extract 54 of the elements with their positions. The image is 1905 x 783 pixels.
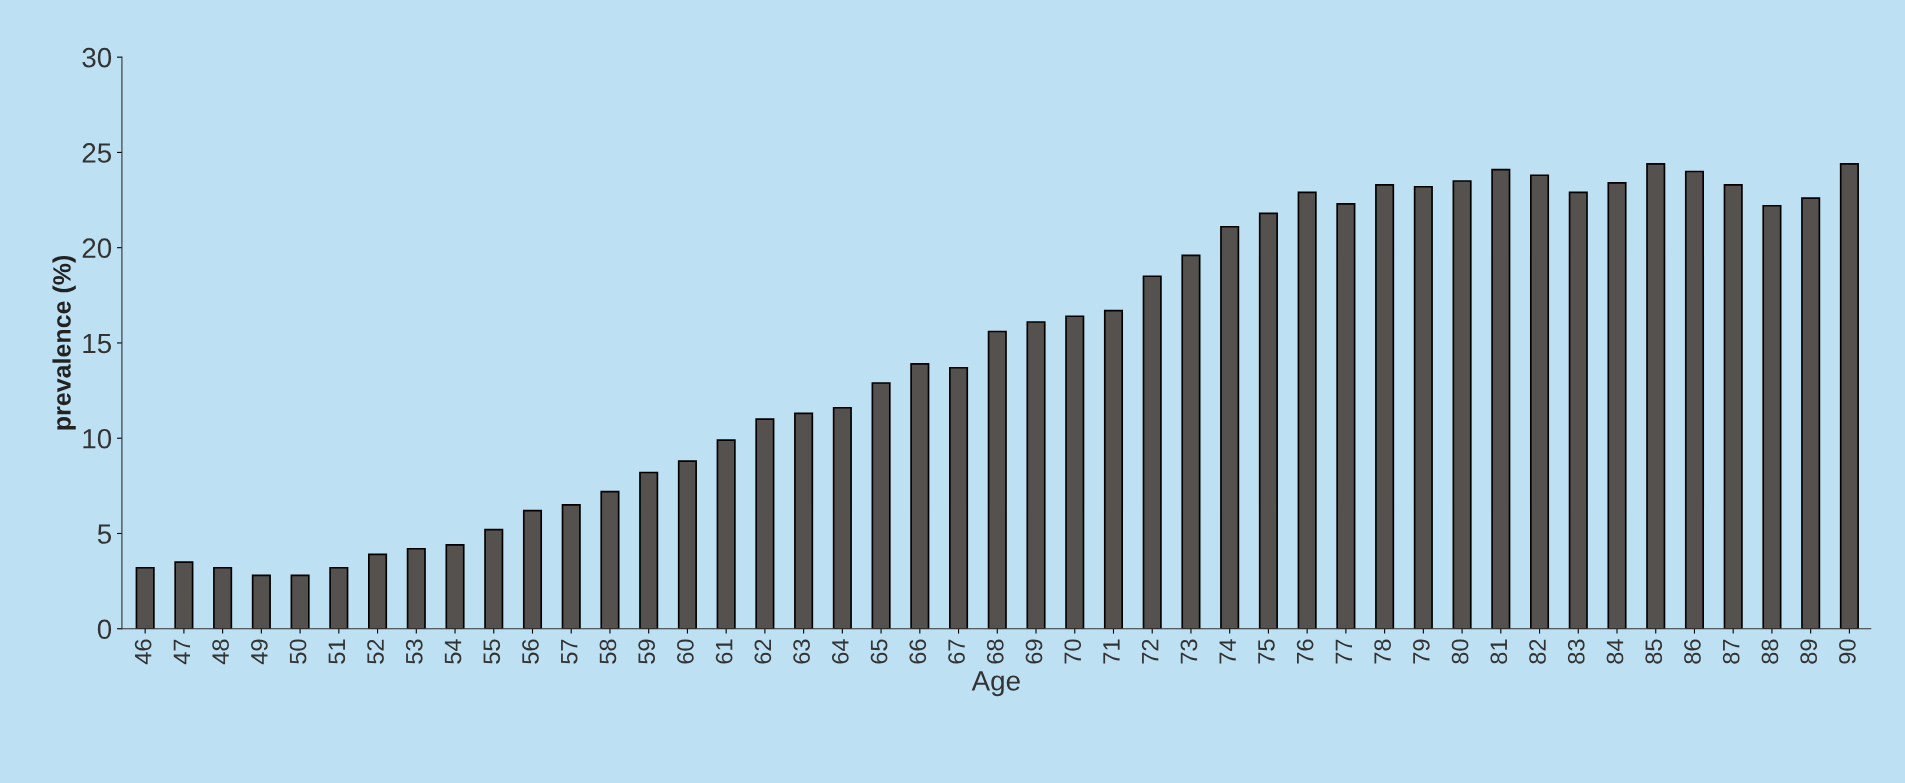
x-tick-label: 72 — [1141, 639, 1159, 664]
x-tick-label: 46 — [134, 639, 152, 665]
x-tick-label: 58 — [599, 639, 617, 664]
x-tick-label: 71 — [1103, 639, 1120, 664]
x-tick-label: 53 — [405, 639, 423, 664]
x-tick-label: 75 — [1258, 639, 1275, 664]
x-tick-label: 74 — [1219, 639, 1236, 664]
x-tick-label: 78 — [1374, 639, 1391, 664]
x-tick-label: 81 — [1490, 639, 1508, 664]
x-tick-label: 61 — [715, 639, 733, 664]
x-tick-label: 73 — [1180, 639, 1198, 664]
y-tick-label: 20 — [82, 238, 112, 259]
x-tick-label: 69 — [1025, 639, 1043, 664]
x-tick-label: 63 — [793, 639, 810, 664]
x-tick-label: 56 — [522, 639, 539, 664]
y-tick-label: 30 — [82, 47, 112, 68]
x-tick-label: 62 — [754, 639, 772, 664]
x-tick-label: 67 — [948, 639, 965, 664]
x-tick-label: 55 — [483, 639, 501, 664]
x-tick-label: 70 — [1064, 639, 1082, 664]
x-tick-label: 85 — [1645, 639, 1663, 664]
x-tick-label: 77 — [1335, 639, 1352, 664]
x-tick-label: 76 — [1296, 639, 1314, 664]
x-tick-label: 49 — [250, 639, 268, 665]
y-axis-title: prevalence (%) — [52, 255, 76, 430]
x-tick-label: 68 — [986, 639, 1004, 664]
x-tick-label: 65 — [870, 639, 888, 664]
x-tick-label: 82 — [1529, 639, 1546, 664]
x-tick-label: 48 — [212, 639, 229, 665]
x-tick-label: 86 — [1684, 639, 1701, 664]
x-axis-title: Age — [971, 671, 1020, 697]
y-tick-label: 10 — [83, 428, 112, 449]
x-tick-label: 83 — [1567, 639, 1585, 664]
x-tick-label: 60 — [677, 639, 694, 664]
x-tick-label: 52 — [367, 639, 384, 664]
x-tick-label: 87 — [1722, 639, 1740, 664]
y-tick-label: 15 — [83, 333, 112, 354]
x-tick-label: 59 — [638, 639, 656, 664]
x-tick-label: 50 — [289, 639, 307, 664]
y-tick-label: 5 — [97, 524, 112, 544]
x-tick-label: 80 — [1451, 639, 1469, 664]
x-tick-label: 88 — [1761, 639, 1779, 664]
y-tick-label: 25 — [82, 143, 112, 163]
x-tick-label: 54 — [444, 639, 462, 664]
x-tick-label: 57 — [561, 639, 578, 664]
x-tick-label: 89 — [1800, 639, 1818, 664]
x-tick-label: 51 — [328, 639, 346, 664]
x-tick-label: 66 — [909, 639, 927, 664]
y-tick-label: 0 — [97, 619, 112, 640]
x-tick-label: 84 — [1606, 639, 1624, 664]
x-tick-label: 90 — [1839, 639, 1856, 664]
x-tick-label: 64 — [831, 639, 849, 664]
x-tick-label: 79 — [1412, 639, 1430, 664]
x-tick-label: 47 — [173, 639, 190, 665]
